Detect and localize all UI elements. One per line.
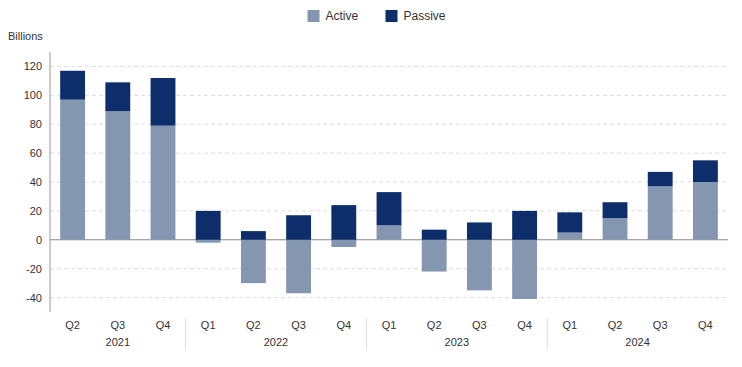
- group-separator: [547, 318, 548, 350]
- y-tick-label: -20: [26, 263, 42, 275]
- bar: [512, 240, 537, 299]
- y-tick-label: 0: [36, 234, 42, 246]
- grid-line: [50, 297, 728, 298]
- x-tick-label: Q4: [156, 319, 171, 331]
- legend-swatch: [386, 10, 398, 22]
- x-tick-label: Q2: [427, 319, 442, 331]
- bar: [422, 240, 447, 272]
- legend-label: Passive: [404, 9, 446, 23]
- y-tick-label: 40: [30, 176, 42, 188]
- bar: [286, 240, 311, 293]
- bar: [693, 182, 718, 240]
- grid-line: [50, 268, 728, 269]
- x-tick-label: Q2: [65, 319, 80, 331]
- bar: [60, 71, 85, 100]
- x-tick-label: Q2: [608, 319, 623, 331]
- bar: [603, 218, 628, 240]
- group-separator: [185, 318, 186, 350]
- x-tick-label: Q4: [698, 319, 713, 331]
- bar: [693, 160, 718, 182]
- x-tick-label: Q1: [382, 319, 397, 331]
- chart: -40 -20 0 20 40 60 80 100 120 Q2 Q3 Q4 Q1 Q2 Q3 Q4 Q1 Q2 Q…: [0, 0, 742, 367]
- bar: [648, 172, 673, 186]
- bar: [60, 100, 85, 240]
- legend-swatch: [308, 10, 320, 22]
- y-tick-label: 60: [30, 147, 42, 159]
- bar: [241, 231, 266, 240]
- y-tick-label: 20: [30, 205, 42, 217]
- x-tick-label: Q4: [517, 319, 532, 331]
- x-group-label: 2022: [264, 336, 288, 348]
- x-tick-label: Q3: [472, 319, 487, 331]
- grid: [50, 66, 728, 297]
- group-separator: [366, 318, 367, 350]
- bar: [241, 240, 266, 283]
- x-group-label: 2021: [106, 336, 130, 348]
- y-axis-line: [50, 52, 51, 312]
- x-tick-label: Q3: [653, 319, 668, 331]
- x-tick-label: Q2: [246, 319, 261, 331]
- bar: [377, 192, 402, 225]
- bar: [648, 186, 673, 239]
- x-tick-label: Q1: [562, 319, 577, 331]
- y-tick-label: 80: [30, 118, 42, 130]
- bar: [331, 240, 356, 247]
- bar: [196, 211, 221, 240]
- bar: [603, 202, 628, 218]
- bar: [151, 126, 176, 240]
- y-tick-label: 120: [24, 60, 42, 72]
- legend-label: Active: [326, 9, 359, 23]
- bar: [105, 111, 130, 240]
- bar: [151, 78, 176, 126]
- y-tick-label: -40: [26, 292, 42, 304]
- legend: Active Passive: [308, 9, 446, 23]
- bars: [60, 71, 718, 299]
- x-tick-label: Q3: [110, 319, 125, 331]
- bar: [512, 211, 537, 240]
- bar: [557, 233, 582, 240]
- bar: [467, 240, 492, 291]
- x-tick-label: Q4: [336, 319, 351, 331]
- bar: [331, 205, 356, 240]
- bar: [377, 225, 402, 239]
- bar: [422, 230, 447, 240]
- bar: [105, 82, 130, 111]
- x-tick-label: Q1: [201, 319, 216, 331]
- x-group-label: 2024: [625, 336, 649, 348]
- bar: [557, 212, 582, 232]
- bar: [286, 215, 311, 240]
- y-tick-label: 100: [24, 89, 42, 101]
- bar: [196, 240, 221, 243]
- grid-line: [50, 66, 728, 67]
- x-tick-label: Q3: [291, 319, 306, 331]
- bar: [467, 222, 492, 239]
- y-axis-label: Billions: [8, 30, 43, 42]
- x-group-label: 2023: [445, 336, 469, 348]
